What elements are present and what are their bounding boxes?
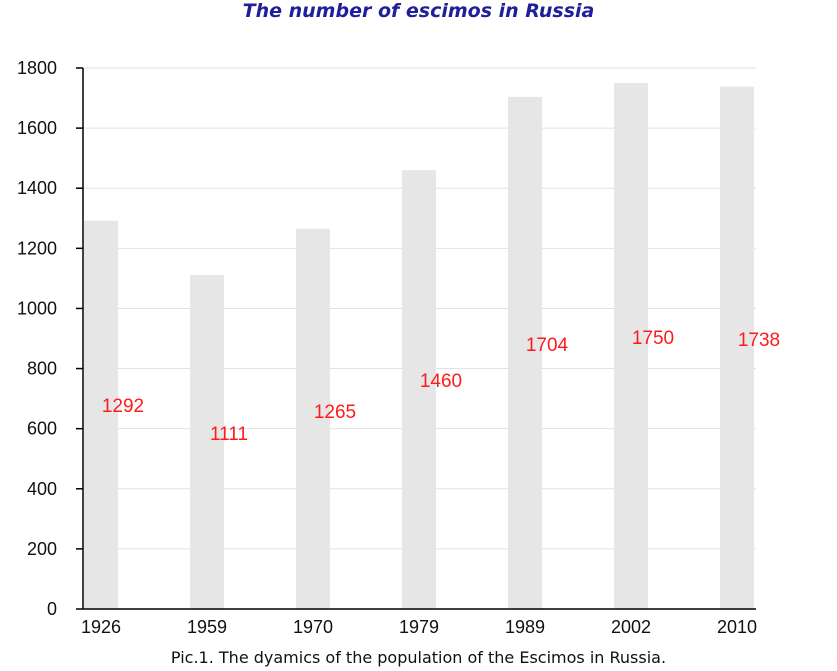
data-label: 1111 (210, 424, 248, 445)
x-tick-label: 1989 (505, 617, 545, 637)
y-tick-label: 600 (27, 419, 57, 439)
y-tick-label: 1000 (17, 298, 57, 318)
x-tick-label: 1959 (187, 617, 227, 637)
x-tick-label: 1970 (293, 617, 333, 637)
y-tick-label: 1400 (17, 178, 57, 198)
bar-2010 (720, 86, 754, 609)
y-tick-label: 1600 (17, 118, 57, 138)
x-tick-labels: 1926 1959 1970 1979 1989 2002 2010 (81, 617, 757, 637)
bar-1989 (508, 96, 542, 609)
y-tick-label: 1800 (17, 58, 57, 78)
bar-2002 (614, 83, 648, 610)
y-tick-label: 800 (27, 359, 57, 379)
axes (76, 67, 756, 610)
data-labels: 1292 1111 1265 1460 1704 1750 1738 (102, 328, 780, 445)
y-tick-label: 0 (47, 599, 57, 619)
data-label: 1704 (526, 335, 569, 356)
bars (84, 83, 754, 610)
x-tick-label: 2002 (611, 617, 651, 637)
data-label: 1265 (314, 402, 356, 423)
bar-1959 (190, 275, 224, 609)
x-tick-label: 2010 (717, 617, 757, 637)
figure-caption: Pic.1. The dyamics of the population of … (170, 648, 667, 667)
y-tick-label: 400 (27, 479, 57, 499)
bar-1970 (296, 228, 330, 609)
chart-title: The number of escimos in Russia (242, 0, 595, 22)
x-tick-label: 1979 (399, 617, 439, 637)
x-tick-label: 1926 (81, 617, 121, 637)
y-tick-label: 200 (27, 539, 57, 559)
data-label: 1460 (420, 371, 462, 392)
bar-1926 (84, 220, 118, 609)
y-tick-label: 1200 (17, 238, 57, 258)
data-label: 1292 (102, 396, 144, 417)
bar-1979 (402, 170, 436, 609)
data-label: 1750 (632, 328, 674, 349)
y-tick-labels: 0 200 400 600 800 1000 1200 1400 1600 1800 (17, 58, 57, 619)
data-label: 1738 (738, 330, 780, 351)
